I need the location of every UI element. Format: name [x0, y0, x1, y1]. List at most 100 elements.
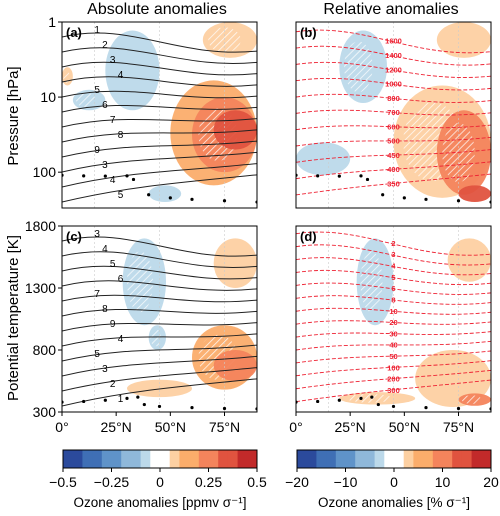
tropopause-dot	[168, 196, 172, 200]
colorbar-segment	[481, 450, 492, 468]
y-tick-label: 1	[48, 14, 56, 30]
tropopause-dot	[359, 174, 363, 178]
colorbar-segment	[198, 450, 209, 468]
isoline	[296, 124, 491, 131]
contour-line	[62, 355, 257, 377]
colorbar-relative: −20 −10 0 10 20 Ozone anomalies [% σ⁻¹]	[285, 449, 499, 510]
contour-line	[62, 378, 257, 407]
contour-label: 3	[102, 364, 108, 375]
contour-label: 300	[387, 386, 400, 395]
x-tick-label: 50°N	[155, 419, 186, 435]
colorbar-segment	[355, 450, 366, 468]
contour-line	[62, 47, 257, 64]
colorbar-segment	[169, 450, 180, 468]
colorbar-segment	[63, 450, 74, 468]
contour-label: 100	[387, 363, 400, 372]
ylabel-theta: Potential temperature [K]	[5, 235, 22, 401]
anomaly-region-positive	[415, 350, 491, 408]
contour-line	[62, 265, 257, 280]
anomaly-region-positive	[458, 185, 491, 203]
tropopause-dot	[316, 399, 320, 404]
colorbar-segment	[461, 450, 472, 468]
contour-label: 1400	[385, 51, 402, 60]
contour-line	[62, 308, 257, 317]
panel-label: (b)	[300, 25, 317, 40]
contour-label: 4	[391, 262, 396, 271]
contour-label: 8	[102, 304, 108, 315]
contour-label: 1200	[385, 65, 402, 74]
isoline	[296, 350, 491, 364]
isoline	[296, 231, 491, 256]
isoline	[296, 244, 491, 266]
contour-line	[62, 140, 257, 158]
contour-label: 10	[389, 307, 397, 316]
anomaly-region-negative	[148, 185, 182, 203]
tropopause-dot	[222, 199, 227, 203]
tropopause-dot	[82, 399, 86, 404]
tropopause-dot	[103, 174, 107, 178]
tropopause-dot	[103, 398, 107, 402]
isoline	[296, 78, 491, 91]
tropopause-dot	[157, 404, 162, 409]
tropopause-dot	[316, 174, 320, 178]
colorbar-segment	[394, 450, 405, 468]
tropopause-dot	[131, 177, 136, 182]
tropopause-dot	[337, 174, 341, 178]
colorbar-tick-label: −10	[334, 474, 358, 490]
contour-label: 4	[118, 70, 124, 81]
tropopause-dot	[142, 402, 146, 407]
x-tick-label: 75°N	[209, 419, 240, 435]
contour-line	[62, 32, 257, 53]
tropopause-dot	[402, 196, 406, 200]
anomaly-region-positive	[213, 238, 257, 288]
contour-label: 7	[110, 115, 116, 126]
plot-area: 2 3 4 5 6 8 10 20 30 40 50 100 200 300	[296, 226, 491, 412]
panel-label: (c)	[66, 229, 82, 244]
contour-label: 1000	[385, 80, 402, 89]
colorbar-segment	[140, 450, 151, 468]
contour-line	[62, 118, 257, 128]
contour-line	[62, 367, 257, 392]
isoline	[296, 161, 491, 180]
contour-label: 500	[387, 137, 400, 146]
plot-frame	[61, 21, 258, 209]
contour-line	[62, 76, 257, 87]
isoline	[296, 257, 491, 276]
x-tick-label: 0°	[55, 419, 68, 435]
significance-hatching	[346, 394, 393, 403]
colorbar-tick-label: 10	[435, 474, 451, 490]
contour-label: 6	[102, 100, 108, 111]
tropopause-dot	[456, 406, 461, 411]
y-tick-label: 800	[33, 342, 57, 358]
isoline	[296, 29, 491, 54]
contour-label: 5	[118, 190, 124, 201]
x-tick-label: 0°	[289, 419, 302, 435]
contour-label: 5	[110, 259, 116, 270]
anomaly-region-positive	[213, 350, 257, 381]
contour-label: 2	[102, 40, 108, 51]
colorbar-segment	[150, 450, 161, 468]
colorbar-segment	[160, 450, 171, 468]
contour-label: 5	[391, 273, 395, 282]
isoline	[296, 369, 491, 390]
contour-line	[62, 151, 257, 173]
colorbar-segment	[471, 450, 482, 468]
colorbar-tick-label: 0.5	[247, 474, 267, 490]
colorbar-tick-label: 0.25	[195, 474, 222, 490]
colorbar-segment	[326, 450, 337, 468]
colorbar-tick-label: 20	[483, 474, 499, 490]
colorbar-segment	[72, 450, 83, 468]
isoline	[296, 136, 491, 147]
contour-label: 7	[94, 289, 100, 300]
tropopause-dot	[359, 396, 363, 400]
tropopause-dot	[136, 395, 140, 399]
contour-label: 700	[387, 108, 400, 117]
anomaly-region-positive	[436, 22, 491, 58]
tropopause-dot	[391, 404, 396, 409]
contour-line	[62, 129, 257, 143]
panel-label: (a)	[66, 25, 82, 40]
tropopause-dot	[337, 398, 341, 402]
